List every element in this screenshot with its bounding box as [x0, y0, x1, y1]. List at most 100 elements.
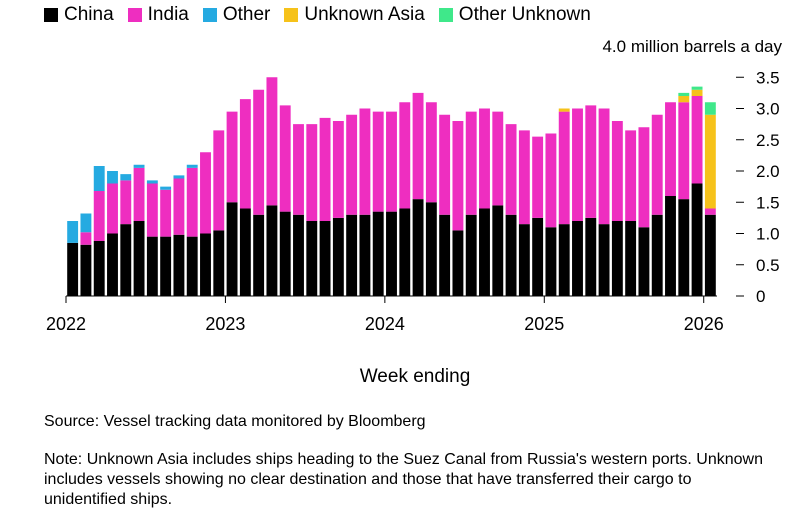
y-tick-label: 0.5	[756, 256, 780, 275]
legend-swatch-unknown-asia	[284, 8, 299, 22]
bar-china-2025-03	[572, 221, 583, 296]
bar-china-2025-05	[598, 224, 610, 297]
legend-item-unknown-asia: Unknown Asia	[284, 4, 425, 26]
bar-india-2025-06	[611, 121, 623, 221]
y-tick-label: 3.0	[756, 100, 780, 119]
bar-india-2024-07	[465, 111, 477, 215]
bar-china-2023-09	[332, 217, 344, 297]
bar-china-2024-05	[439, 214, 451, 296]
y-tick-label: 0	[756, 287, 765, 306]
bar-unknown-asia-2025-02	[558, 108, 570, 112]
bar-india-2025-07	[625, 130, 637, 222]
bar-china-2022-08	[160, 236, 172, 297]
bar-china-2025-07	[625, 221, 637, 296]
bar-china-2025-12	[691, 183, 703, 296]
bar-india-2022-06	[133, 167, 145, 222]
bar-china-2024-08	[479, 208, 490, 296]
bar-other-2022-04	[107, 171, 118, 184]
x-tick-label: 2022	[46, 314, 86, 334]
bar-india-2026-01	[704, 208, 716, 215]
bar-other-2022-10	[186, 164, 198, 168]
y-tick-label: 2.5	[756, 131, 780, 150]
bar-india-2025-01	[545, 133, 557, 228]
stacked-bar-chart: 0 0.5 1.0 1.5 2.0 2.5 3.0 3.5 4.0 million barrel…	[46, 37, 783, 334]
legend-swatch-other	[202, 8, 217, 22]
bar-india-2022-07	[146, 183, 158, 237]
bar-india-2024-10	[505, 124, 517, 215]
legend-swatch-india	[127, 8, 142, 22]
bar-india-2022-12	[213, 130, 225, 231]
bar-india-2025-05	[598, 108, 610, 225]
bar-china-2025-09	[651, 214, 663, 296]
bar-china-2022-07	[146, 236, 158, 297]
bar-china-2024-06	[452, 230, 464, 297]
legend-item-india: India	[127, 4, 189, 26]
bar-china-2023-05	[279, 211, 291, 297]
bar-india-2022-11	[200, 152, 211, 234]
bar-india-2022-05	[120, 180, 132, 225]
bar-india-2023-02	[239, 99, 251, 209]
bar-india-2022-08	[160, 189, 172, 237]
legend-swatch-china	[44, 8, 58, 22]
bar-india-2023-12	[372, 111, 384, 212]
y-tick-label: 2.0	[756, 162, 780, 181]
bar-china-2022-11	[200, 233, 211, 296]
source-note: Source: Vessel tracking data monitored b…	[44, 413, 426, 430]
legend-label-india: India	[147, 4, 189, 25]
y-tick-label: 1.0	[756, 225, 780, 244]
bar-india-2024-08	[479, 108, 490, 209]
bar-china-2024-07	[465, 214, 477, 296]
legend-item-other: Other	[202, 4, 270, 26]
legend-item-china: China	[44, 4, 114, 26]
legend-label-other-unknown: Other Unknown	[458, 4, 591, 25]
bar-india-2023-04	[266, 77, 278, 206]
bar-china-2022-05	[120, 224, 132, 297]
bar-india-2024-09	[492, 111, 504, 206]
bar-china-2024-10	[505, 214, 517, 296]
bar-india-2024-05	[439, 114, 451, 215]
legend-swatch-other-unknown	[438, 8, 453, 22]
bar-other-unknown-2026-01	[704, 102, 716, 115]
bar-india-2023-11	[359, 108, 371, 215]
legend: China India Other Unknown Asia Other Unk…	[44, 3, 605, 27]
bar-india-2024-03	[412, 92, 424, 200]
bar-china-2023-06	[293, 214, 304, 296]
bar-china-2024-11	[518, 224, 530, 297]
bar-china-2024-09	[492, 205, 504, 297]
bar-other-2022-08	[160, 186, 172, 190]
bar-india-2024-11	[518, 130, 530, 225]
bar-india-2022-10	[186, 167, 198, 237]
bar-india-2022-04	[107, 183, 118, 234]
bar-china-2024-04	[425, 202, 437, 296]
bar-india-2023-01	[226, 111, 238, 203]
bar-india-2025-11	[678, 102, 690, 200]
bar-other-2022-03	[93, 166, 105, 191]
bar-china-2022-01	[67, 242, 79, 297]
bar-china-2024-02	[399, 208, 411, 296]
bar-unknown-asia-2026-01	[704, 114, 716, 209]
bar-china-2025-02	[558, 224, 570, 297]
bar-india-2025-08	[638, 127, 650, 228]
bar-china-2023-01	[226, 202, 238, 296]
bar-china-2025-04	[585, 217, 597, 297]
bar-other-unknown-2025-12	[691, 86, 703, 90]
bar-china-2022-03	[93, 241, 105, 296]
bar-other-2022-01	[67, 221, 79, 243]
x-tick-label: 2024	[365, 314, 405, 334]
bar-india-2023-10	[346, 114, 358, 215]
legend-label-china: China	[64, 4, 114, 25]
bar-china-2022-10	[186, 236, 198, 297]
bar-other-2022-05	[120, 174, 132, 181]
bar-china-2025-10	[665, 196, 676, 296]
bars-group	[67, 77, 716, 297]
bar-india-2023-09	[332, 121, 344, 218]
bar-india-2024-01	[386, 111, 397, 212]
bar-china-2022-06	[133, 221, 145, 296]
y-tick-label: 1.5	[756, 193, 780, 212]
bar-other-2022-09	[173, 175, 185, 179]
x-tick-label: 2023	[205, 314, 245, 334]
x-tick-label: 2026	[684, 314, 724, 334]
bar-china-2023-12	[372, 211, 384, 297]
bar-india-2025-10	[665, 102, 676, 196]
bar-india-2022-03	[93, 191, 105, 241]
